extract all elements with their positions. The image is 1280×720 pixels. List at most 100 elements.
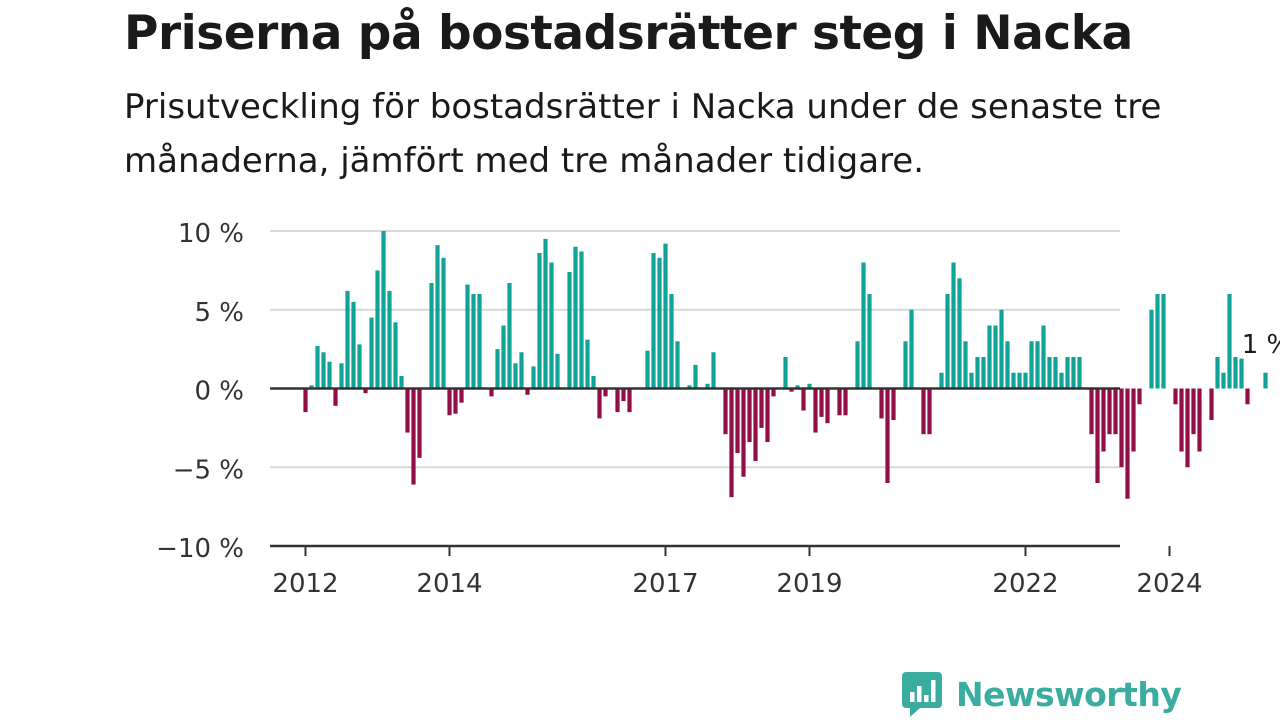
bar (903, 341, 908, 389)
bar (759, 388, 764, 428)
bar (819, 388, 824, 417)
bar (537, 253, 542, 389)
bar (705, 383, 710, 389)
bar (381, 231, 386, 389)
bar (1137, 388, 1142, 405)
y-axis-labels: 10 % 5 % 0 % −5 % −10 % (156, 219, 244, 564)
x-tick-label: 2019 (776, 569, 842, 599)
bar (945, 294, 950, 389)
bar (861, 262, 866, 389)
bar (501, 325, 506, 389)
bar (447, 388, 452, 416)
bar (663, 243, 668, 389)
bar (807, 383, 812, 389)
bar (387, 290, 392, 389)
bar (429, 282, 434, 389)
bar (1185, 388, 1190, 468)
bar (1053, 357, 1058, 389)
bar (1245, 388, 1250, 405)
bar (879, 388, 884, 419)
bar (363, 388, 368, 394)
bar (837, 388, 842, 416)
bar (345, 290, 350, 389)
brand-logo: Newsworthy (902, 670, 1182, 718)
bar (993, 325, 998, 389)
chart-subtitle: Prisutveckling för bostadsrätter i Nacka… (124, 87, 1162, 181)
bar (1101, 388, 1106, 452)
bar (1221, 372, 1226, 389)
bar (399, 375, 404, 389)
bar (729, 388, 734, 498)
bar (333, 388, 338, 406)
bar (1059, 372, 1064, 389)
bar (801, 388, 806, 411)
bar (975, 357, 980, 389)
bar (453, 388, 458, 414)
bar (747, 388, 752, 443)
bar (1233, 357, 1238, 389)
last-value-annotation: 1 % (1242, 330, 1280, 360)
bar (939, 372, 944, 389)
x-tick-label: 2012 (272, 569, 338, 599)
bar (1263, 372, 1268, 389)
bar (477, 294, 482, 389)
bar (981, 357, 986, 389)
bar (987, 325, 992, 389)
bar (645, 350, 650, 389)
bar (471, 294, 476, 389)
bar (1095, 388, 1100, 483)
bar (843, 388, 848, 416)
bar (1005, 341, 1010, 389)
y-tick-label: −5 % (173, 455, 244, 485)
y-tick-label: 0 % (194, 377, 244, 407)
bar (1071, 357, 1076, 389)
bar (1161, 294, 1166, 389)
bar (969, 372, 974, 389)
bar (513, 363, 518, 389)
bar (771, 388, 776, 397)
bar (405, 388, 410, 433)
logo-bar-1 (910, 692, 915, 702)
bar (393, 322, 398, 389)
bar (1035, 341, 1040, 389)
bar (417, 388, 422, 458)
bar (1065, 357, 1070, 389)
bar (531, 366, 536, 389)
logo-bubble (902, 672, 942, 717)
y-tick-label: 5 % (194, 298, 244, 328)
bar (693, 364, 698, 389)
bar (813, 388, 818, 433)
logo-bar-4 (931, 680, 936, 702)
bar (1023, 372, 1028, 389)
bar (783, 357, 788, 389)
bar (999, 309, 1004, 389)
bar (357, 344, 362, 389)
bar (741, 388, 746, 477)
bar (573, 246, 578, 389)
bar (1179, 388, 1184, 452)
bars (303, 231, 1268, 499)
bar (327, 361, 332, 389)
bar (459, 388, 464, 403)
logo-bar-2 (917, 686, 922, 702)
bar (1239, 358, 1244, 389)
y-tick-label: 10 % (178, 219, 244, 249)
x-tick-label: 2014 (416, 569, 482, 599)
bar (1191, 388, 1196, 435)
bar (465, 284, 470, 389)
bar (669, 294, 674, 389)
bar (921, 388, 926, 435)
bar (723, 388, 728, 435)
bar (1149, 309, 1154, 389)
bar (765, 388, 770, 443)
bar (651, 253, 656, 389)
bar (711, 352, 716, 389)
bar (1131, 388, 1136, 452)
bar (555, 353, 560, 389)
bar (603, 388, 608, 397)
x-tick-label: 2022 (992, 569, 1058, 599)
y-tick-label: −10 % (156, 534, 244, 564)
bar (795, 385, 800, 389)
bar (303, 388, 308, 413)
